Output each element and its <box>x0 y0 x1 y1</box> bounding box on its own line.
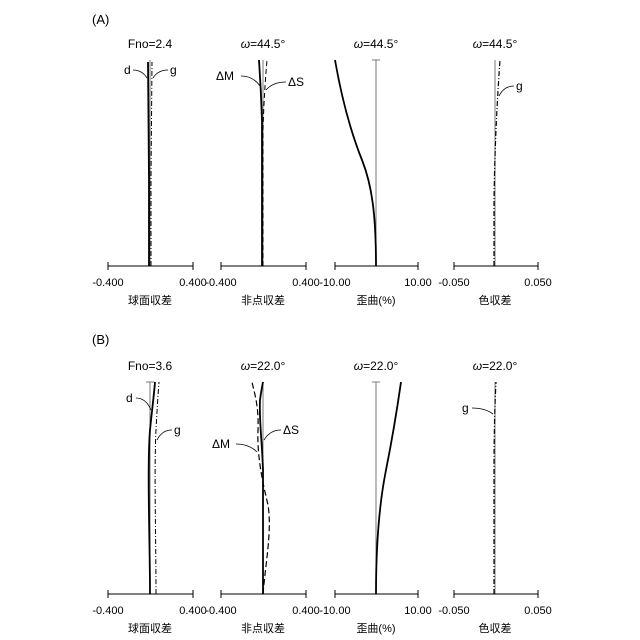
leader-delta-s <box>264 430 281 440</box>
x-tick-label-right: 0.050 <box>524 605 552 617</box>
panel-caption: 歪曲(%) <box>356 622 395 635</box>
panel-title: ω=44.5° <box>473 37 518 51</box>
curve-d <box>148 62 149 266</box>
panel-caption: 色収差 <box>479 621 512 635</box>
panel-title: ω=44.5° <box>241 37 286 51</box>
panel-title: ω=44.5° <box>354 37 399 51</box>
x-tick-label-left: -0.400 <box>205 277 236 289</box>
panel-caption: 非点収差 <box>241 293 285 307</box>
panel-a-astigmatism: ω=44.5° -0.400 0.400 非点収差 ΔM ΔS <box>205 37 319 307</box>
section-label-a: (A) <box>92 12 109 27</box>
curve-tag-d: d <box>124 63 131 77</box>
curve-tag-g: g <box>462 401 469 415</box>
curve-g <box>155 382 159 594</box>
curve-distortion <box>376 382 401 594</box>
x-tick-label-right: 10.00 <box>404 277 432 289</box>
panel-title: ω=22.0° <box>473 359 518 373</box>
panel-caption: 色収差 <box>479 293 512 307</box>
leader-delta-s <box>266 82 286 90</box>
x-tick-label-left: -0.400 <box>92 605 123 617</box>
x-tick-label-left: -0.050 <box>438 277 469 289</box>
curve-tag-g: g <box>170 63 177 77</box>
x-tick-label-left: -0.400 <box>205 605 236 617</box>
panel-caption: 歪曲(%) <box>356 294 395 307</box>
panel-b-astigmatism: ω=22.0° -0.400 0.400 非点収差 ΔM ΔS <box>205 359 319 635</box>
curve-tag-g: g <box>516 79 523 93</box>
panel-a-distortion: ω=44.5° -10.00 10.00 歪曲(%) <box>319 37 431 307</box>
section-a: (A) Fno=2.4 -0.400 0.400 球面収差 d g ω=44.5… <box>92 12 552 307</box>
leader-g <box>472 408 493 414</box>
x-tick-label-right: 0.400 <box>179 277 207 289</box>
x-tick-label-left: -0.050 <box>438 605 469 617</box>
curve-tag-d: d <box>126 391 133 405</box>
x-tick-label-right: 10.00 <box>404 605 432 617</box>
curve-tag-delta-s: ΔS <box>288 75 304 89</box>
panel-a-chromatic: ω=44.5° -0.050 0.050 色収差 g <box>438 37 551 307</box>
panel-caption: 非点収差 <box>241 621 285 635</box>
x-tick-label-right: 0.400 <box>179 605 207 617</box>
panel-title: ω=22.0° <box>241 359 286 373</box>
x-tick-label-right: 0.400 <box>292 277 320 289</box>
section-b: (B) Fno=3.6 -0.400 0.400 球面収差 d g ω=22.0… <box>92 332 552 635</box>
panel-caption: 球面収差 <box>128 621 172 635</box>
panel-caption: 球面収差 <box>128 293 172 307</box>
x-tick-label-right: 0.050 <box>524 277 552 289</box>
leader-delta-m <box>241 76 260 86</box>
curve-delta-m <box>263 60 267 266</box>
leader-d <box>133 70 147 78</box>
leader-g <box>157 430 172 440</box>
panel-b-spherical: Fno=3.6 -0.400 0.400 球面収差 d g <box>92 359 206 635</box>
leader-g <box>153 70 168 78</box>
section-label-b: (B) <box>92 332 109 347</box>
x-tick-label-right: 0.400 <box>292 605 320 617</box>
x-tick-label-left: -10.00 <box>319 605 350 617</box>
curve-g <box>151 62 152 266</box>
curve-tag-delta-s: ΔS <box>283 423 299 437</box>
leader-delta-m <box>236 444 257 452</box>
panel-title: ω=22.0° <box>354 359 399 373</box>
x-tick-label-left: -10.00 <box>319 277 350 289</box>
panel-title: Fno=2.4 <box>128 37 173 51</box>
curve-tag-g: g <box>174 423 181 437</box>
panel-title: Fno=3.6 <box>128 359 173 373</box>
curve-tag-delta-m: ΔM <box>212 437 230 451</box>
leader-d <box>136 398 151 410</box>
leader-g <box>499 86 514 96</box>
panel-b-distortion: ω=22.0° -10.00 10.00 歪曲(%) <box>319 359 431 635</box>
panel-a-spherical: Fno=2.4 -0.400 0.400 球面収差 d g <box>92 37 206 307</box>
curve-tag-delta-m: ΔM <box>216 69 234 83</box>
curve-distortion <box>335 60 376 266</box>
curve-delta-s <box>259 60 262 266</box>
panel-b-chromatic: ω=22.0° -0.050 0.050 色収差 g <box>438 359 551 635</box>
x-tick-label-left: -0.400 <box>92 277 123 289</box>
